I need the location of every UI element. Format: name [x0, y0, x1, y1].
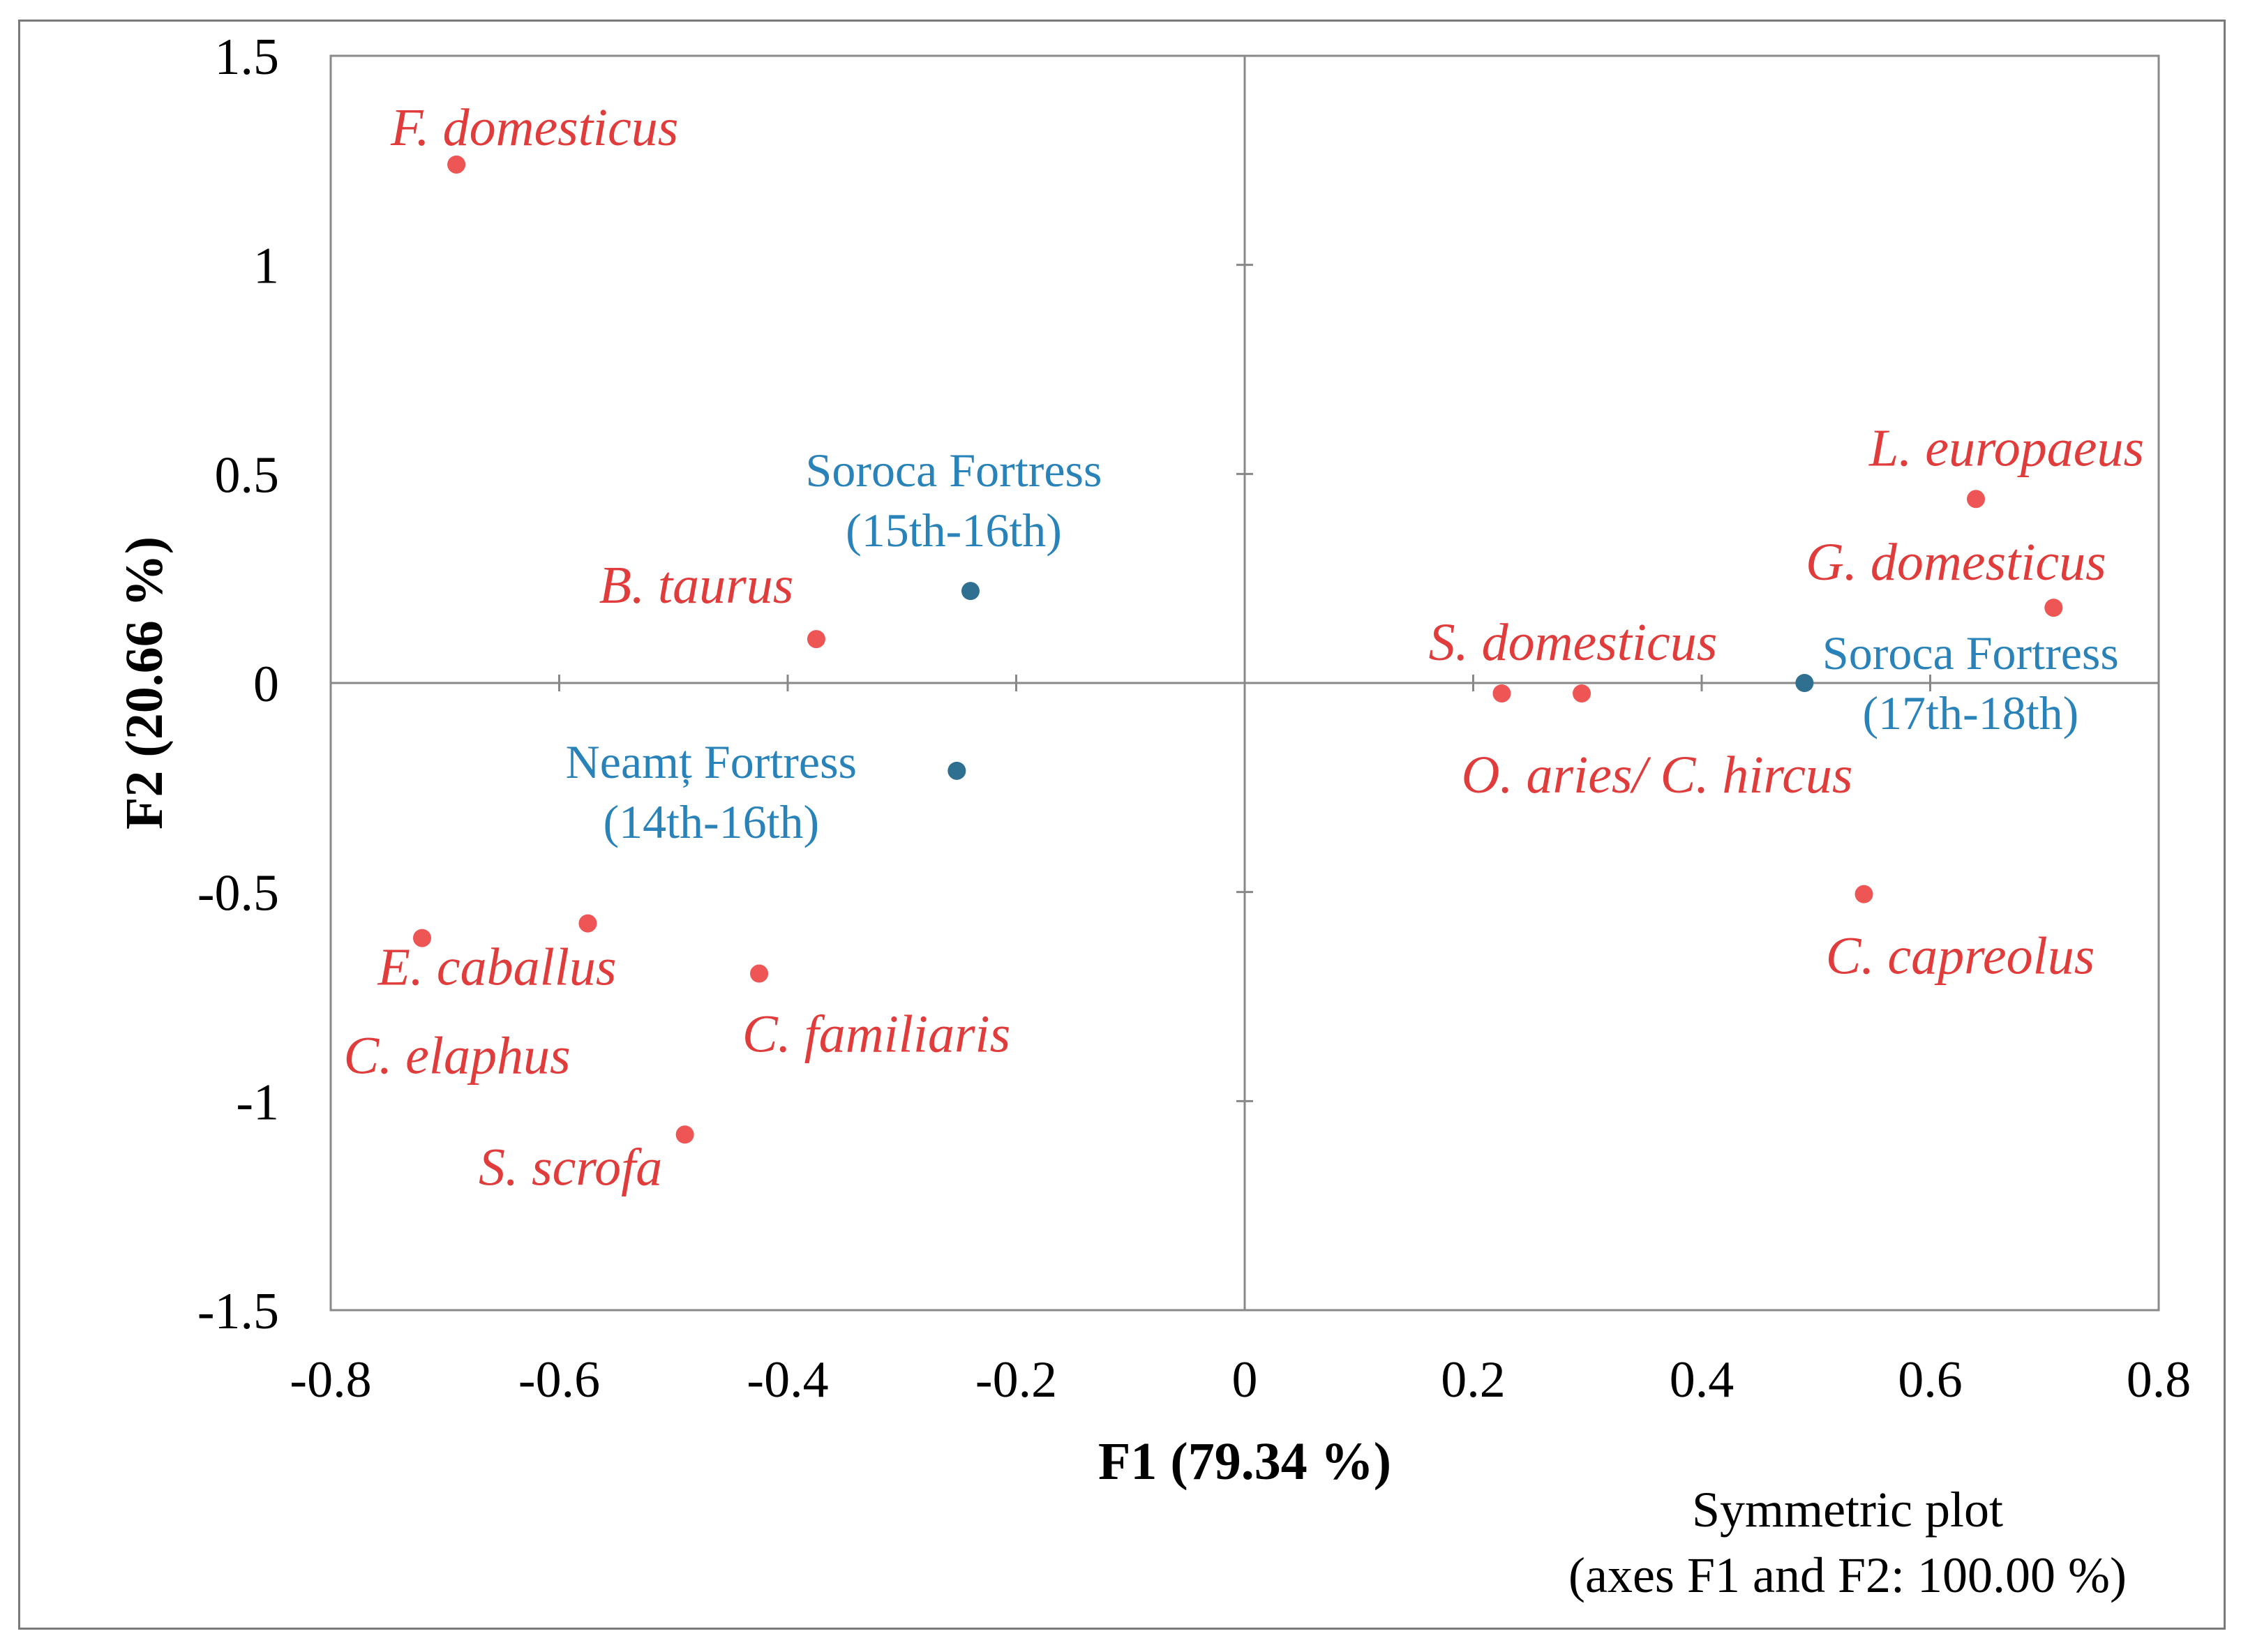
species-label-s-scrofa: S. scrofa [479, 1138, 662, 1196]
species-point-c-capreolus [1854, 885, 1873, 903]
species-label-s-domesticus: S. domesticus [1429, 613, 1718, 672]
species-label-c-capreolus: C. capreolus [1826, 927, 2095, 986]
site-label-neamt-14-16-line-2: (14th-16th) [603, 795, 819, 848]
site-label-neamt-14-16-line-1: Neamț Fortress [566, 735, 857, 788]
species-label-f-domesticus: F. domesticus [390, 98, 678, 157]
figure-frame [18, 20, 2226, 1630]
y-tick-label: -1.5 [197, 1283, 279, 1340]
species-label-g-domesticus: G. domesticus [1806, 533, 2106, 592]
x-axis-title: F1 (79.34 %) [1098, 1432, 1391, 1491]
x-tick-label: -0.2 [975, 1351, 1057, 1409]
point-labels: F. domesticus B. taurus E. caballus C. elap… [343, 98, 2144, 1196]
species-point-b-taurus [807, 630, 825, 649]
x-tick-label: -0.4 [747, 1351, 828, 1409]
x-tick-label: 0.4 [1670, 1351, 1734, 1409]
y-tick-label: 1.5 [215, 29, 280, 86]
species-point-s-scrofa [675, 1125, 694, 1144]
y-tick-label: 0.5 [215, 446, 280, 504]
caption-line-2: (axes F1 and F2: 100.00 %) [1568, 1547, 2127, 1603]
species-point-c-elaphus [413, 929, 431, 947]
species-label-o-aries-c-hircus: O. aries/ C. hircus [1462, 746, 1853, 804]
site-point-soroca-15-16 [961, 582, 980, 601]
site-label-soroca-17-18-line-2: (17th-18th) [1863, 686, 2079, 739]
y-axis-title: F2 (20.66 %) [115, 536, 174, 829]
species-point-g-domesticus [2044, 599, 2063, 617]
y-tick-label: 1 [253, 238, 279, 295]
y-axis-ticks: 1.5 1 0.5 0 -0.5 -1 -1.5 [197, 29, 1253, 1340]
species-point-f-domesticus [447, 155, 466, 174]
y-tick-label: -0.5 [197, 865, 279, 922]
data-points [413, 155, 2063, 1144]
species-label-b-taurus: B. taurus [599, 556, 794, 615]
species-point-o-aries-c-hircus [1573, 684, 1591, 703]
x-tick-label: -0.6 [518, 1351, 600, 1409]
species-point-s-domesticus [1492, 684, 1511, 703]
x-tick-label: 0 [1232, 1351, 1258, 1409]
species-point-c-familiaris [750, 964, 769, 983]
species-label-e-caballus: E. caballus [377, 938, 616, 997]
x-axis-ticks: -0.8 -0.6 -0.4 -0.2 0 0.2 0.4 0.6 0.8 [290, 675, 2191, 1409]
site-label-soroca-17-18-line-1: Soroca Fortress [1822, 626, 2119, 679]
species-label-c-familiaris: C. familiaris [742, 1005, 1010, 1064]
x-tick-label: 0.6 [1898, 1351, 1963, 1409]
caption-line-1: Symmetric plot [1692, 1482, 2003, 1538]
site-point-soroca-17-18 [1795, 674, 1814, 692]
site-label-soroca-15-16-line-1: Soroca Fortress [806, 444, 1102, 497]
x-tick-label: 0.8 [2127, 1351, 2191, 1409]
species-point-l-europaeus [1967, 490, 1985, 509]
site-point-neamt-14-16 [947, 761, 966, 780]
y-tick-label: 0 [253, 656, 279, 713]
species-label-c-elaphus: C. elaphus [343, 1027, 570, 1086]
species-label-l-europaeus: L. europaeus [1868, 419, 2144, 477]
x-tick-label: 0.2 [1441, 1351, 1506, 1409]
y-tick-label: -1 [236, 1074, 279, 1131]
site-label-soroca-15-16-line-2: (15th-16th) [846, 504, 1062, 557]
x-tick-label: -0.8 [290, 1351, 371, 1409]
species-point-e-caballus [578, 914, 597, 933]
